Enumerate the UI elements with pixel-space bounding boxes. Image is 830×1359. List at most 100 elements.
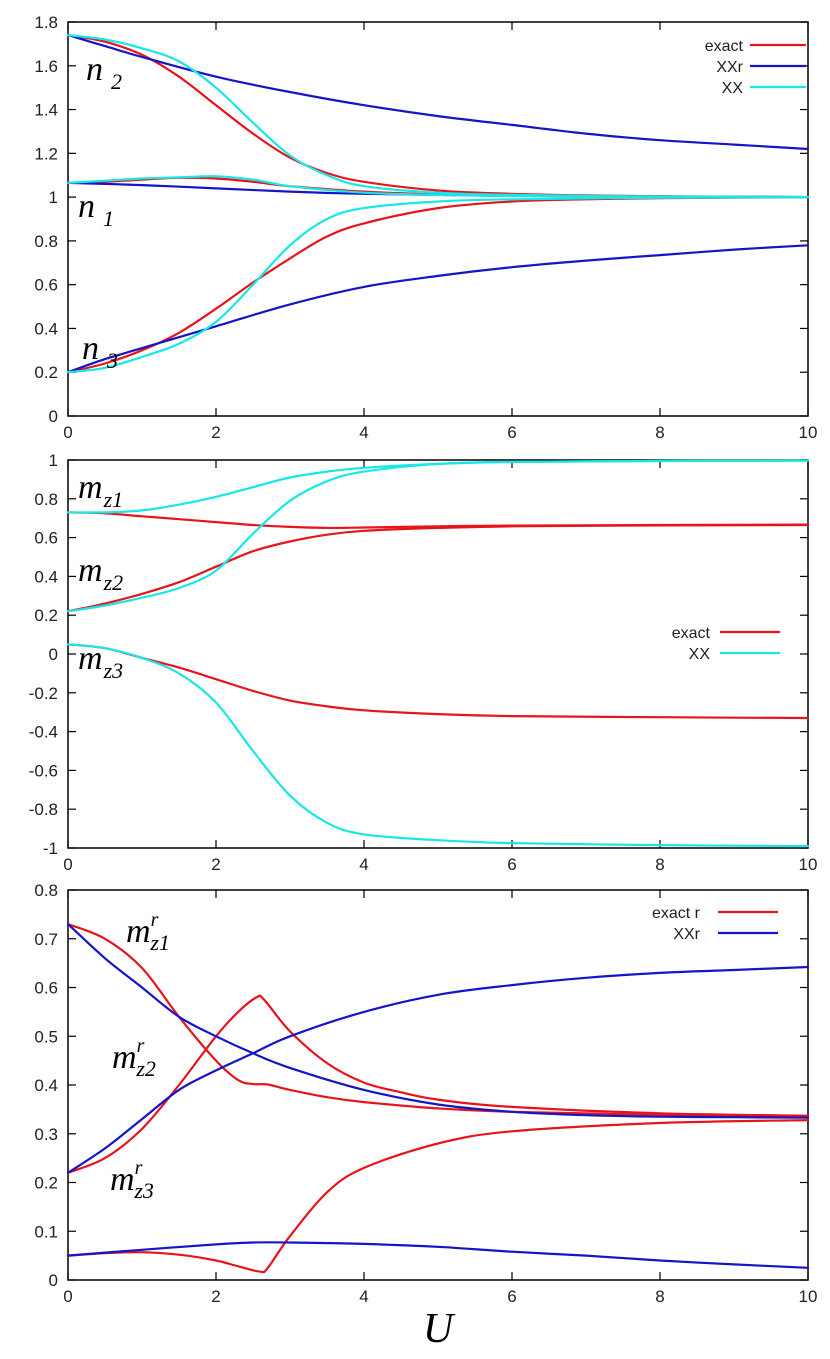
legend-label: XX: [689, 646, 711, 663]
series-line-xxr: [66, 965, 810, 1174]
y-tick-label: 0.4: [34, 567, 58, 586]
curve-label-sub: z1: [103, 487, 124, 512]
y-tick-label: 1: [49, 188, 58, 207]
y-tick-label: 1.8: [34, 13, 58, 32]
y-tick-label: 0.2: [34, 1174, 58, 1193]
x-tick-label: 0: [63, 423, 72, 442]
legend-label: XX: [722, 80, 744, 97]
legend-label: exact: [705, 38, 744, 55]
series-line-xx: [66, 196, 810, 374]
x-tick-label: 4: [359, 1287, 368, 1306]
series-line-xx: [66, 643, 810, 848]
curve-label-base: m: [110, 1161, 135, 1198]
curve-label-sub: 3: [106, 348, 118, 373]
curve-label: mr z1: [126, 909, 170, 955]
y-tick-label: 0.8: [34, 881, 58, 900]
x-tick-label: 2: [211, 1287, 220, 1306]
curve-label-base: m: [78, 640, 103, 677]
y-tick-label: 0.3: [34, 1125, 58, 1144]
series-line-xxr: [66, 923, 810, 1119]
curve-label-base: n: [78, 188, 95, 225]
x-axis-label: U: [423, 1306, 456, 1352]
x-tick-label: 8: [655, 855, 664, 874]
x-tick-label: 8: [655, 423, 664, 442]
y-tick-label: -0.8: [29, 800, 58, 819]
curve-label-sub: 1: [103, 206, 114, 231]
x-tick-label: 4: [359, 855, 368, 874]
curve-label-base: m: [78, 552, 103, 589]
series-line-xxr: [66, 244, 810, 374]
series-line-xxr: [66, 1241, 810, 1269]
curve-label-base: m: [126, 913, 151, 950]
y-tick-label: 1: [49, 451, 58, 470]
curve-label-sup: r: [137, 1035, 145, 1057]
x-tick-label: 0: [63, 855, 72, 874]
panel-middle: 0 2 4 6 8 10 -1 -0.8 -0.6 -0.4 -0.2 0 0.2 0.4 0.6 0.8 1 e…: [29, 451, 818, 874]
curve-label-sub: z3: [133, 1178, 154, 1203]
curve-label-sub: z1: [149, 930, 170, 955]
curve-label-sub: z2: [103, 570, 124, 595]
curve-label-base: n: [86, 51, 103, 88]
y-tick-label: 1.2: [34, 144, 58, 163]
legend-label: XXr: [716, 59, 743, 76]
panel-bottom: 0 2 4 6 8 10 0 0.1 0.2 0.3 0.4 0.5 0.6 0.7 0.8 exact r X…: [34, 881, 817, 1352]
y-tick-label: 0: [49, 407, 58, 426]
curve-label-base: n: [82, 330, 99, 367]
y-tick-label: -0.2: [29, 684, 58, 703]
plot-frame: [67, 21, 809, 417]
y-tick-label: 0.4: [34, 319, 58, 338]
series-line-exact: [66, 523, 810, 613]
curve-label-sub: 2: [111, 69, 122, 94]
y-tick-label: 0: [49, 1271, 58, 1290]
panels: 0 2 4 6 8 1000.20.40.60.811.21.41.61.8exactXX…: [29, 13, 818, 1352]
y-tick-label: 1.6: [34, 57, 58, 76]
series-line-xxr: [66, 34, 810, 151]
series-line-exact-r: [66, 1119, 810, 1274]
curve-label: mr z2: [112, 1035, 156, 1081]
y-tick-label: 0.1: [34, 1222, 58, 1241]
x-tick-label: 0: [63, 1287, 72, 1306]
y-tick-label: 0.5: [34, 1027, 58, 1046]
y-tick-label: 0.4: [34, 1076, 58, 1095]
y-tick-label: 1.4: [34, 101, 58, 120]
series-line-xx: [66, 175, 810, 199]
legend-label: XXr: [673, 926, 700, 943]
legend-label: exact: [672, 625, 711, 642]
curve-label: mz3: [78, 640, 123, 683]
x-tick-label: 10: [799, 423, 818, 442]
y-tick-label: 0: [49, 645, 58, 664]
curve-label: mz1: [78, 469, 123, 512]
series-line-xx: [66, 459, 810, 613]
x-tick-label: 2: [211, 855, 220, 874]
y-tick-label: 0.8: [34, 232, 58, 251]
x-tick-label: 10: [799, 1287, 818, 1306]
curve-label-sub: z2: [135, 1056, 156, 1081]
y-tick-label: 0.8: [34, 490, 58, 509]
curve-label: mz2: [78, 552, 123, 595]
x-tick-label: 6: [507, 423, 516, 442]
y-tick-label: 0.2: [34, 363, 58, 382]
y-tick-label: -1: [43, 839, 58, 858]
x-tick-label: 10: [799, 855, 818, 874]
curve-label-sub: z3: [103, 658, 124, 683]
y-tick-label: 0.6: [34, 529, 58, 548]
y-tick-label: -0.6: [29, 761, 58, 780]
legend-label: exact r: [652, 905, 701, 922]
x-tick-label: 8: [655, 1287, 664, 1306]
x-tick-label: 2: [211, 423, 220, 442]
y-tick-label: -0.4: [29, 723, 58, 742]
curve-label: mr z3: [110, 1157, 154, 1203]
y-tick-label: 0.6: [34, 979, 58, 998]
x-tick-label: 6: [507, 1287, 516, 1306]
curve-label-base: m: [112, 1039, 137, 1076]
y-tick-label: 0.6: [34, 276, 58, 295]
y-tick-label: 0.2: [34, 606, 58, 625]
curve-label-base: m: [78, 469, 103, 506]
curve-label-sup: r: [151, 909, 159, 931]
panel-top: 0 2 4 6 8 10 0 0.2 0.4 0.6 0.8 1 1.2 1.4 1.6 1.8 exact XX…: [34, 13, 817, 442]
x-tick-label: 4: [359, 423, 368, 442]
